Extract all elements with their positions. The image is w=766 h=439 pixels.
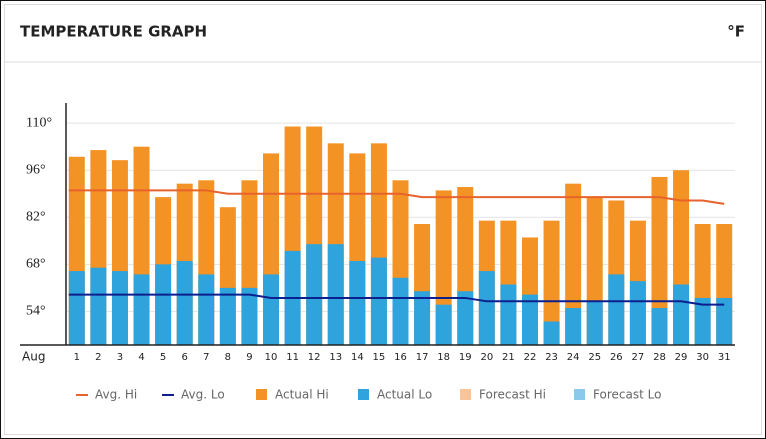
legend-label: Actual Lo xyxy=(377,388,432,402)
x-tick-label: 3 xyxy=(117,352,123,363)
legend-swatch xyxy=(256,389,267,400)
bar xyxy=(565,183,582,345)
legend-label: Avg. Hi xyxy=(95,388,137,402)
x-tick-label: 6 xyxy=(182,352,188,363)
bar xyxy=(694,297,711,345)
x-tick-label: 15 xyxy=(373,352,386,363)
bar xyxy=(263,274,280,345)
x-tick-label: 12 xyxy=(308,352,321,363)
bar xyxy=(349,260,366,345)
bar xyxy=(651,176,668,345)
bar xyxy=(565,308,582,345)
x-tick-label: 10 xyxy=(265,352,278,363)
x-tick-label: 9 xyxy=(246,352,252,363)
y-tick-label: 54° xyxy=(26,304,46,319)
bar xyxy=(176,260,193,345)
unit: °F xyxy=(727,23,745,41)
x-tick-label: 26 xyxy=(610,352,623,363)
bar xyxy=(219,287,236,345)
x-tick-label: 19 xyxy=(459,352,472,363)
bar xyxy=(392,277,409,345)
bar xyxy=(241,287,258,345)
x-tick-label: 17 xyxy=(416,352,429,363)
bar xyxy=(543,321,560,345)
bar xyxy=(198,274,215,345)
x-tick-label: 24 xyxy=(567,352,580,363)
bar xyxy=(457,291,474,345)
bar xyxy=(111,271,128,345)
x-tick-label: 31 xyxy=(718,352,731,363)
x-tick-label: 25 xyxy=(588,352,601,363)
legend-swatch xyxy=(358,389,369,400)
bar xyxy=(716,297,733,345)
bar xyxy=(521,294,538,345)
x-tick-label: 1 xyxy=(74,352,80,363)
bar xyxy=(414,291,431,345)
x-tick-label: 22 xyxy=(524,352,537,363)
x-tick-label: 27 xyxy=(632,352,645,363)
bar xyxy=(68,271,85,345)
y-tick-label: 68° xyxy=(26,257,46,272)
x-tick-label: 30 xyxy=(696,352,709,363)
x-tick-label: 29 xyxy=(675,352,688,363)
plot: 54°68°82°96°110°Aug 1 2 3 4 5 6 7 8 9 10 11 12 13 14 15… xyxy=(20,103,735,402)
x-tick-label: 20 xyxy=(480,352,493,363)
x-tick-label: 7 xyxy=(203,352,209,363)
bar xyxy=(586,301,603,345)
x-tick-label: 21 xyxy=(502,352,515,363)
y-tick-label: 82° xyxy=(26,209,46,224)
x-tick-label: 18 xyxy=(437,352,450,363)
bar xyxy=(327,244,344,345)
x-tick-label: 16 xyxy=(394,352,407,363)
legend-label: Avg. Lo xyxy=(181,388,225,402)
bar xyxy=(90,267,107,345)
bar xyxy=(478,271,495,345)
x-tick-label: 28 xyxy=(653,352,666,363)
bar xyxy=(673,284,690,345)
x-tick-label: 2 xyxy=(95,352,101,363)
x-tick-label: 23 xyxy=(545,352,558,363)
title: TEMPERATURE GRAPH xyxy=(20,23,207,41)
y-tick-label: 110° xyxy=(26,115,52,130)
bar xyxy=(155,264,172,345)
bar xyxy=(608,274,625,345)
legend-swatch xyxy=(574,389,585,400)
legend-swatch xyxy=(460,389,471,400)
x-tick-label: 4 xyxy=(138,352,144,363)
x-tick-label: 13 xyxy=(329,352,342,363)
bar xyxy=(133,274,150,345)
bar xyxy=(543,220,560,345)
x-tick-label: 14 xyxy=(351,352,364,363)
legend-label: Forecast Hi xyxy=(479,388,546,402)
y-tick-label: 96° xyxy=(26,162,46,177)
legend-label: Forecast Lo xyxy=(593,388,661,402)
bar xyxy=(370,257,387,345)
bar xyxy=(629,281,646,345)
x-tick-label: 8 xyxy=(225,352,231,363)
bar xyxy=(435,304,452,345)
legend-label: Actual Hi xyxy=(275,388,329,402)
bar xyxy=(500,284,517,345)
x-axis-label: Aug xyxy=(22,350,45,364)
avg-line xyxy=(68,189,725,205)
bar xyxy=(651,308,668,345)
bar xyxy=(306,244,323,345)
avg-line xyxy=(68,293,725,306)
x-tick-label: 11 xyxy=(286,352,299,363)
x-tick-label: 5 xyxy=(160,352,166,363)
